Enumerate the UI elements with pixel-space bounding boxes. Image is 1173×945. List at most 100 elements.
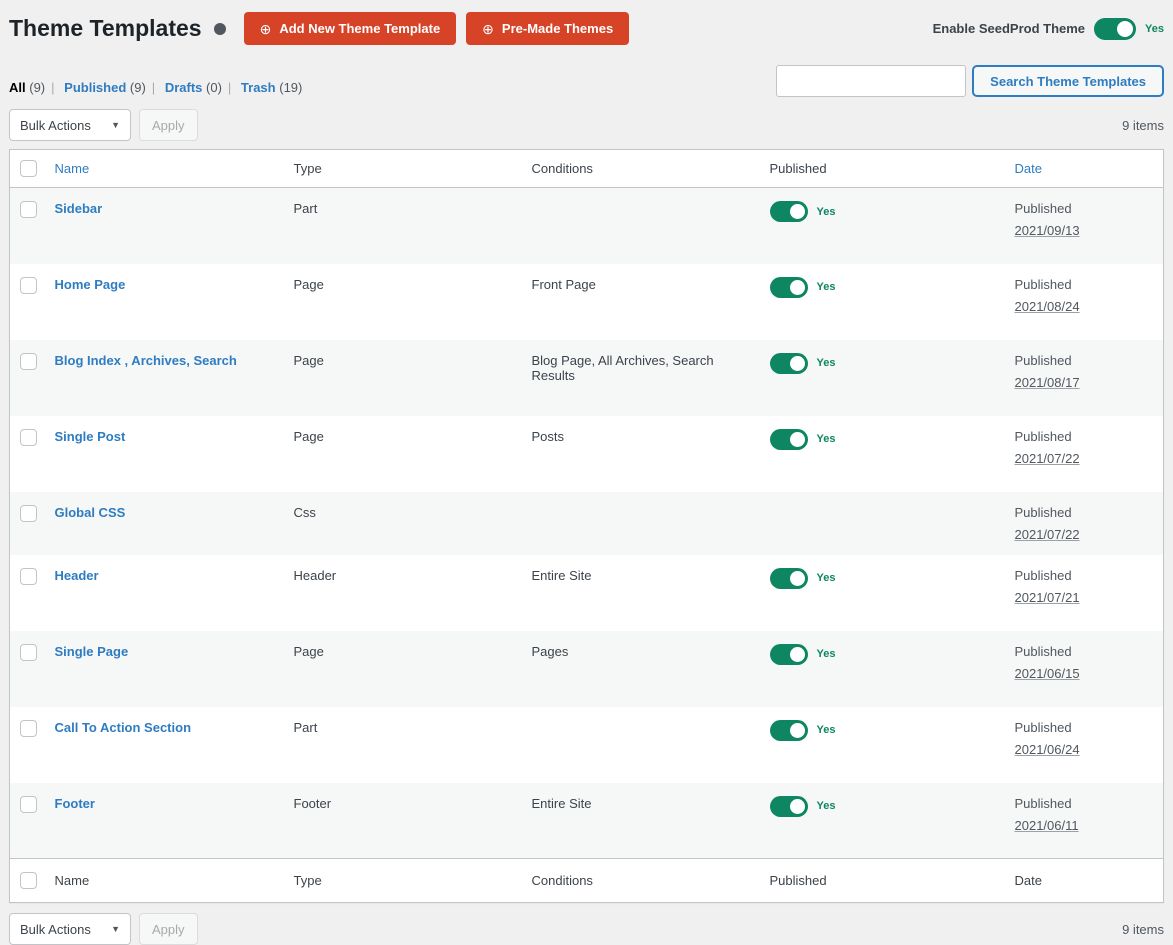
- table-row: Sidebar Part Yes Published 2021/09/13: [9, 187, 1164, 264]
- template-type: Part: [293, 719, 318, 735]
- template-conditions: Posts: [531, 428, 565, 444]
- row-checkbox[interactable]: [20, 719, 37, 737]
- column-header-date[interactable]: Date: [1004, 149, 1164, 188]
- template-type: Page: [293, 352, 324, 368]
- template-conditions: Front Page: [531, 276, 596, 292]
- table-row: Global CSS Css Published 2021/07/22: [9, 491, 1164, 555]
- toggle-knob: [789, 279, 805, 295]
- row-date: 2021/07/22: [1014, 526, 1080, 542]
- publish-toggle-state: Yes: [816, 357, 836, 369]
- filter-separator: |: [51, 80, 55, 95]
- filter-published[interactable]: Published: [64, 80, 127, 95]
- toggle-knob: [789, 722, 805, 738]
- publish-toggle-state: Yes: [816, 433, 836, 445]
- row-date: 2021/09/13: [1014, 223, 1080, 238]
- pre-made-themes-label: Pre-Made Themes: [501, 21, 614, 36]
- publish-toggle[interactable]: [769, 643, 808, 665]
- bulk-actions-select[interactable]: Bulk Actions ▼: [9, 109, 131, 141]
- template-name-link[interactable]: Global CSS: [54, 504, 126, 520]
- table-header-row: Name Type Conditions Published Date: [9, 149, 1164, 188]
- publish-toggle-state: Yes: [816, 205, 836, 218]
- add-new-theme-template-label: Add New Theme Template: [279, 21, 441, 36]
- toggle-knob: [789, 431, 805, 447]
- template-name-link[interactable]: Home Page: [54, 276, 126, 292]
- select-all-checkbox[interactable]: [20, 160, 37, 177]
- table-row: Home Page Page Front Page Yes Published 2…: [10, 264, 1164, 340]
- items-count-bottom: 9 items: [1122, 921, 1164, 937]
- template-name-link[interactable]: Blog Index , Archives, Search: [54, 352, 237, 368]
- table-row: Blog Index , Archives, Search Page Blog …: [9, 339, 1164, 416]
- filter-all[interactable]: All: [9, 80, 26, 95]
- row-checkbox[interactable]: [20, 504, 37, 522]
- row-checkbox[interactable]: [20, 428, 37, 446]
- publish-toggle-state: Yes: [816, 724, 836, 736]
- template-type: Page: [293, 276, 324, 292]
- bulk-actions-selected-value: Bulk Actions: [20, 921, 91, 937]
- column-header-published: Published: [759, 149, 1005, 188]
- pre-made-themes-button[interactable]: ⊕ Pre-Made Themes: [466, 12, 630, 45]
- list-controls: All (9) | Published (9) | Drafts (0) | Tras…: [9, 65, 1164, 97]
- column-header-conditions: Conditions: [521, 149, 760, 188]
- row-status: Published: [1014, 428, 1072, 444]
- row-status: Published: [1014, 201, 1072, 216]
- row-status: Published: [1014, 795, 1072, 811]
- apply-button-bottom[interactable]: Apply: [139, 913, 198, 945]
- filter-all-count: (9): [29, 80, 46, 95]
- row-checkbox[interactable]: [20, 352, 37, 370]
- row-date: 2021/06/24: [1014, 741, 1080, 757]
- template-name-link[interactable]: Header: [54, 567, 99, 583]
- chevron-down-icon: ▼: [111, 924, 120, 934]
- template-type: Part: [293, 201, 318, 216]
- table-row: Footer Footer Entire Site Yes Published 2…: [9, 782, 1164, 859]
- publish-toggle[interactable]: [769, 795, 808, 817]
- publish-toggle[interactable]: [769, 428, 808, 450]
- template-conditions: Entire Site: [531, 567, 592, 583]
- apply-button[interactable]: Apply: [139, 109, 198, 141]
- template-type: Header: [293, 567, 337, 583]
- select-all-checkbox-bottom[interactable]: [20, 872, 37, 889]
- template-name-link[interactable]: Call To Action Section: [54, 719, 192, 735]
- help-icon[interactable]: [213, 22, 226, 35]
- filter-trash[interactable]: Trash: [240, 80, 276, 95]
- template-conditions: Entire Site: [531, 795, 592, 811]
- row-checkbox[interactable]: [20, 276, 37, 294]
- template-name-link[interactable]: Sidebar: [54, 201, 103, 216]
- page-header: Theme Templates ⊕ Add New Theme Template…: [9, 12, 1164, 45]
- add-new-theme-template-button[interactable]: ⊕ Add New Theme Template: [243, 12, 457, 45]
- toggle-knob: [789, 355, 805, 371]
- publish-toggle-state: Yes: [816, 281, 836, 293]
- search-theme-templates-button[interactable]: Search Theme Templates: [972, 65, 1164, 97]
- row-checkbox[interactable]: [20, 567, 37, 585]
- publish-toggle[interactable]: [769, 719, 808, 741]
- column-header-name[interactable]: Name: [44, 149, 284, 188]
- toggle-knob: [789, 570, 805, 586]
- row-status: Published: [1014, 719, 1072, 735]
- template-name-link[interactable]: Single Page: [54, 643, 129, 659]
- status-filters: All (9) | Published (9) | Drafts (0) | Tras…: [9, 80, 302, 97]
- template-type: Page: [293, 428, 324, 444]
- template-name-link[interactable]: Single Post: [54, 428, 126, 444]
- filter-drafts[interactable]: Drafts: [164, 80, 203, 95]
- publish-toggle-state: Yes: [816, 800, 836, 812]
- table-row: Header Header Entire Site Yes Published 2…: [10, 555, 1164, 631]
- enable-seedprod-theme-toggle[interactable]: [1094, 17, 1137, 40]
- row-checkbox[interactable]: [20, 795, 37, 813]
- bulk-actions-select-bottom[interactable]: Bulk Actions ▼: [9, 913, 131, 945]
- bulk-actions-selected-value: Bulk Actions: [20, 117, 91, 133]
- row-date: 2021/07/21: [1014, 589, 1080, 605]
- publish-toggle[interactable]: [769, 201, 808, 222]
- publish-toggle-state: Yes: [816, 572, 836, 584]
- footer-header-conditions: Conditions: [521, 858, 760, 903]
- row-date: 2021/07/22: [1014, 450, 1080, 466]
- bulk-actions-bottom: Bulk Actions ▼ Apply: [9, 913, 198, 945]
- template-name-link[interactable]: Footer: [54, 795, 95, 811]
- row-checkbox[interactable]: [20, 201, 37, 218]
- footer-header-type: Type: [283, 858, 522, 903]
- publish-toggle[interactable]: [769, 352, 808, 374]
- publish-toggle[interactable]: [769, 567, 808, 589]
- publish-toggle[interactable]: [769, 276, 808, 298]
- row-status: Published: [1014, 567, 1072, 583]
- search-input[interactable]: [776, 65, 967, 97]
- row-checkbox[interactable]: [20, 643, 37, 661]
- column-header-type: Type: [283, 149, 522, 188]
